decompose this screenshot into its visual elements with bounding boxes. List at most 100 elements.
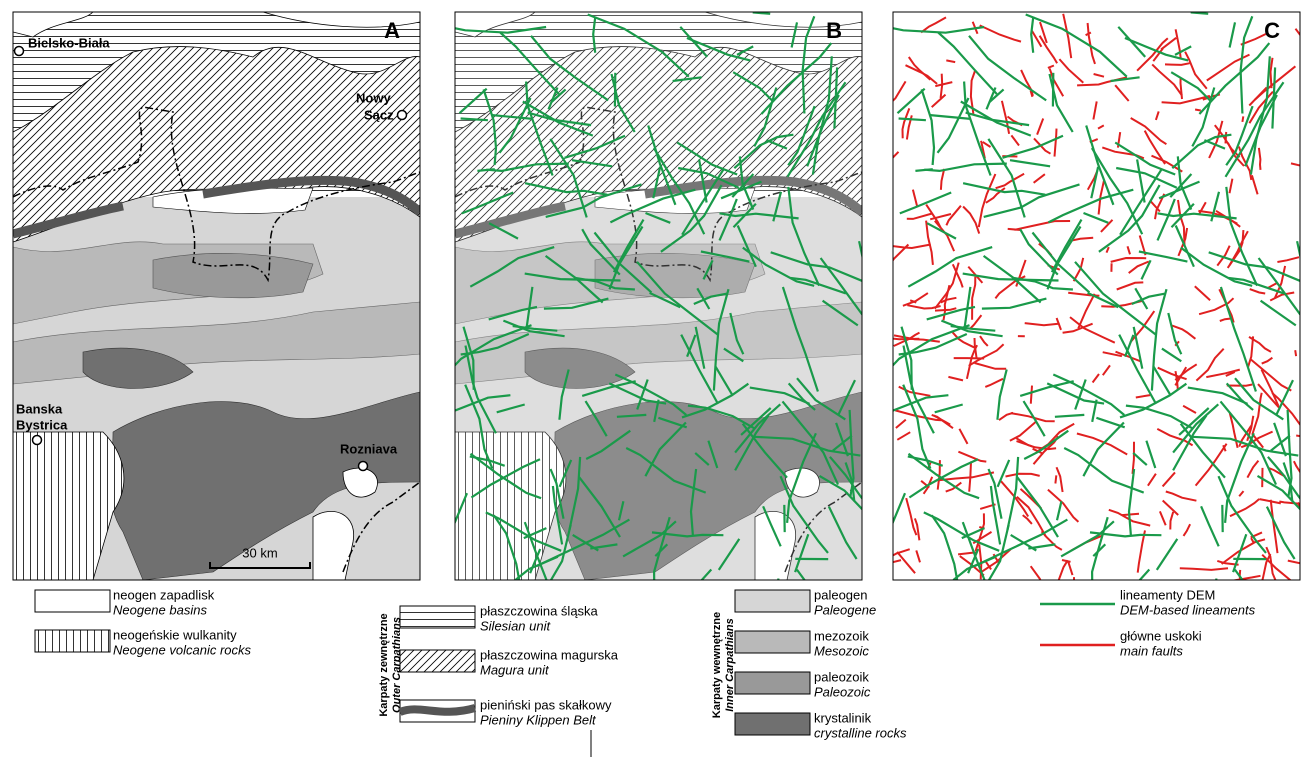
fault [898,385,931,397]
lineament [1087,291,1119,309]
legend-label: Silesian unit [480,618,551,633]
lineament [1138,568,1151,580]
lineament [1010,533,1037,552]
lineament [821,299,859,327]
lineament [616,413,647,418]
lineament [462,326,475,390]
fault [969,314,983,330]
lineament [858,240,862,260]
fault [1177,199,1186,246]
fault [1161,471,1176,488]
lineament [568,456,582,531]
city-label: Nowy [356,90,391,105]
lineament [1006,456,1020,531]
lineament [461,191,514,215]
lineament [1090,147,1144,235]
lineament [811,56,833,175]
lineament [550,88,567,103]
fault [1154,111,1160,121]
lineament [1074,379,1087,410]
lineament [835,422,849,457]
fault [1248,86,1268,107]
fault [948,375,964,382]
lineament [749,386,811,405]
fault [1135,394,1151,399]
lineament [967,548,980,574]
lineament [1131,292,1165,306]
fault [1249,288,1266,295]
fault [1077,293,1096,329]
fault [951,331,976,349]
lineaments [893,12,1300,580]
lineament [719,212,799,220]
lineament [1282,462,1294,502]
lineament [686,334,697,358]
fault [1005,472,1040,478]
lineament [718,198,738,241]
lineament [654,543,669,557]
panel-frame [454,11,863,581]
fault [1269,291,1295,302]
lineament [470,458,541,499]
group-label: Inner Carpathians [724,618,736,712]
lineament [1025,13,1128,78]
lineament [573,276,635,291]
lineament [652,516,671,580]
lineament [989,485,1002,545]
fault [1248,90,1274,124]
fault [1179,77,1183,100]
lineament [712,288,730,391]
fault [893,337,920,341]
fault [1287,559,1300,565]
lineament [732,71,773,102]
fault [1149,199,1161,213]
lineament [898,117,926,122]
fault [945,481,962,493]
fault [1257,147,1262,170]
fault [1194,285,1211,302]
fault [895,418,907,429]
lineament [558,459,573,488]
fault [1029,565,1042,580]
fault [935,81,953,88]
fault [1062,13,1073,59]
fault [1062,322,1093,334]
lineament [524,182,608,196]
fault [1277,256,1300,263]
lineament [551,485,564,545]
lineament [1082,421,1125,477]
fault [1194,443,1228,487]
fault [1033,137,1052,155]
lineament [584,400,608,437]
lineament [752,12,771,15]
lineament [930,514,959,580]
lineament [455,394,511,412]
fault [906,212,933,220]
lineament [1047,188,1134,224]
fault [1161,94,1211,105]
fault [1091,373,1100,384]
fault [1067,560,1074,576]
lineament [1083,211,1109,224]
lineament [625,447,707,494]
fault [929,213,952,221]
fault [934,307,957,312]
fault [1160,37,1177,51]
fault [1054,475,1058,484]
legend-swatch [34,629,111,653]
fault [1251,392,1263,435]
legend-swatch [734,671,811,695]
lineament [530,35,609,102]
lineament [469,455,506,467]
fault [1128,260,1150,274]
lineament [833,67,839,129]
lineament [514,555,559,580]
lineament [1259,299,1297,327]
lineament [578,476,621,538]
lineament [723,347,744,363]
fault [969,69,977,115]
lineament [819,257,862,316]
lineament [731,173,755,198]
lineament [779,475,829,554]
lineament [1257,257,1300,316]
